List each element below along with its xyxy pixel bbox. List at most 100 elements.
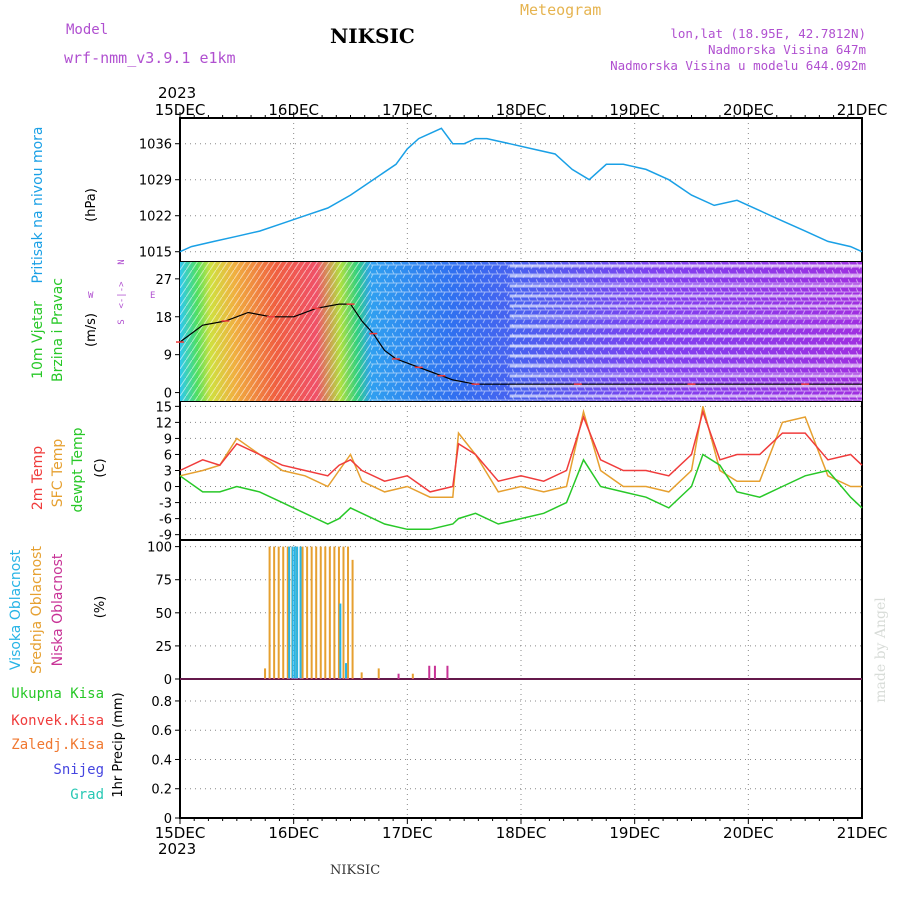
mid-cloud-bar <box>273 546 276 679</box>
date-tick-bottom: 19DEC <box>609 824 660 842</box>
cloud-bars <box>180 546 862 680</box>
low-cloud-bar <box>446 665 449 679</box>
mid-cloud-bar <box>333 546 336 679</box>
y-tick-label-cloud: 50 <box>155 607 172 622</box>
high-cloud-bar <box>345 663 348 679</box>
station-title: NIKSIC <box>330 24 415 48</box>
elevation-text: Nadmorska Visina 647m <box>708 42 866 57</box>
compass-arrows: <-|-> <box>117 281 127 309</box>
mid-cloud-bar <box>411 673 414 679</box>
date-tick-bottom: 15DEC <box>155 824 206 842</box>
compass-south: S <box>117 319 127 324</box>
y-tick-label-temp: 6 <box>164 448 172 463</box>
year-top: 2023 <box>158 84 196 102</box>
mid-cloud-bar <box>342 546 345 679</box>
date-tick-top: 19DEC <box>609 101 660 119</box>
mid-cloud-bar <box>377 668 380 679</box>
mid-cloud-bar <box>286 546 289 679</box>
wind-barb-texture-strong <box>180 262 371 401</box>
mid-cloud-bar <box>301 546 304 679</box>
high-cloud-bar <box>299 546 302 679</box>
temp-title-dewpt: dewpt Temp <box>70 427 86 512</box>
date-tick-top: 17DEC <box>382 101 433 119</box>
product-title: Meteogram <box>520 1 601 19</box>
y-tick-label-temp: 0 <box>164 481 172 496</box>
mid-cloud-bar <box>306 546 309 679</box>
y-tick-labels: 1015102210291036091827-9-6-3036912150255… <box>139 138 172 827</box>
mid-cloud-bar <box>264 668 267 679</box>
watermark: made by Angel <box>873 597 889 703</box>
cloud-title-high: Visoka Oblacnost <box>8 549 24 670</box>
wind-barb-texture-weak <box>370 262 862 401</box>
mid-cloud-bar <box>337 546 340 679</box>
date-tick-bottom: 18DEC <box>496 824 547 842</box>
wind-title-1: 10m Vjetar <box>30 301 46 379</box>
temp-unit: (C) <box>93 458 108 477</box>
lonlat-text: lon,lat (18.95E, 42.7812N) <box>670 26 866 41</box>
precip-label-freezing: Zaledj.Kisa <box>11 737 104 753</box>
date-tick-bottom: 17DEC <box>382 824 433 842</box>
date-tick-top: 18DEC <box>496 101 547 119</box>
y-tick-label-wind: 18 <box>155 311 172 326</box>
mid-cloud-bar <box>319 546 322 679</box>
mid-cloud-bar <box>282 546 285 679</box>
y-tick-label-pressure: 1022 <box>139 210 172 225</box>
year-bottom: 2023 <box>158 840 196 858</box>
high-cloud-bar <box>293 546 296 679</box>
precip-unit: 1hr Precip (mm) <box>111 692 126 797</box>
model-name: wrf-nmm_v3.9.1 e1km <box>64 49 236 67</box>
wind-compass: W E <-|-> N S <box>88 259 155 324</box>
mid-cloud-bar <box>324 546 327 679</box>
precip-label-hail: Grad <box>70 787 104 803</box>
high-cloud-bar <box>296 546 299 679</box>
cloud-unit: (%) <box>93 596 108 619</box>
y-tick-label-temp: 3 <box>164 465 172 480</box>
mid-cloud-bar <box>315 546 318 679</box>
compass-west: W <box>88 291 94 301</box>
pressure-title: Pritisak na nivou mora <box>30 126 46 283</box>
data-lines <box>176 127 863 531</box>
y-tick-label-wind: 0 <box>164 387 172 402</box>
model-label: Model <box>66 22 108 38</box>
mid-cloud-bar <box>351 559 354 679</box>
dewpt-temp-line <box>179 453 863 531</box>
date-tick-top: 15DEC <box>155 101 206 119</box>
mid-cloud-bar <box>310 546 313 679</box>
y-tick-label-pressure: 1036 <box>139 138 172 153</box>
temp-title-2m: 2m Temp <box>30 446 46 510</box>
low-cloud-bar <box>433 665 436 679</box>
y-tick-label-temp: 12 <box>155 416 172 431</box>
date-tick-top: 21DEC <box>837 101 888 119</box>
wind-unit: (m/s) <box>84 313 99 347</box>
low-cloud-bar <box>397 673 400 679</box>
y-tick-label-pressure: 1015 <box>139 246 172 261</box>
high-cloud-bar <box>339 603 342 679</box>
y-tick-label-precip: 0.6 <box>151 724 172 739</box>
high-cloud-bar <box>288 546 291 679</box>
cloud-title-low: Niska Oblacnost <box>50 553 66 666</box>
y-tick-label-precip: 0 <box>164 812 172 827</box>
y-tick-label-cloud: 100 <box>147 541 172 556</box>
y-tick-label-temp: -6 <box>159 513 172 528</box>
y-tick-label-cloud: 25 <box>155 640 172 655</box>
date-tick-bottom: 21DEC <box>837 824 888 842</box>
y-tick-label-temp: 9 <box>164 432 172 447</box>
y-tick-label-precip: 0.8 <box>151 695 172 710</box>
y-tick-label-wind: 9 <box>164 349 172 364</box>
date-tick-top: 16DEC <box>268 101 319 119</box>
mid-cloud-bar <box>360 672 363 679</box>
model-elevation-text: Nadmorska Visina u modelu 644.092m <box>610 58 866 73</box>
pressure-line <box>179 127 863 253</box>
cloud-title-mid: Srednja Oblacnost <box>29 546 45 674</box>
pressure-unit: (hPa) <box>84 188 99 222</box>
panel-frame-pressure <box>179 117 863 263</box>
precip-label-total: Ukupna Kisa <box>11 686 104 702</box>
top-date-ticks: 15DEC 16DEC 17DEC 18DEC 19DEC 20DEC 21DEC <box>155 101 888 119</box>
y-tick-label-precip: 0.4 <box>151 753 172 768</box>
y-tick-label-cloud: 0 <box>164 673 172 688</box>
compass-east: E <box>150 291 155 301</box>
y-tick-label-pressure: 1029 <box>139 174 172 189</box>
y-tick-label-wind: 27 <box>155 273 172 288</box>
mid-cloud-bar <box>328 546 331 679</box>
